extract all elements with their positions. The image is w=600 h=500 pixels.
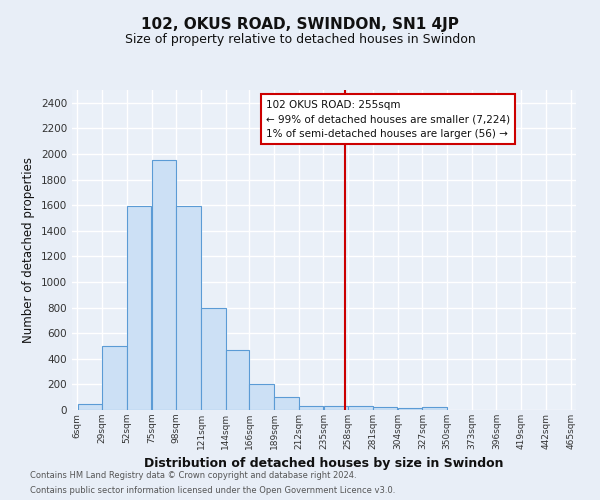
Bar — [77, 404, 102, 410]
Text: Size of property relative to detached houses in Swindon: Size of property relative to detached ho… — [125, 32, 475, 46]
Text: Contains public sector information licensed under the Open Government Licence v3: Contains public sector information licen… — [30, 486, 395, 495]
Bar — [250, 384, 274, 410]
Bar — [398, 408, 422, 410]
Text: Contains HM Land Registry data © Crown copyright and database right 2024.: Contains HM Land Registry data © Crown c… — [30, 471, 356, 480]
X-axis label: Distribution of detached houses by size in Swindon: Distribution of detached houses by size … — [144, 458, 504, 470]
Bar — [102, 346, 127, 410]
Text: 102 OKUS ROAD: 255sqm
← 99% of detached houses are smaller (7,224)
1% of semi-de: 102 OKUS ROAD: 255sqm ← 99% of detached … — [266, 100, 510, 139]
Bar — [422, 408, 447, 410]
Bar — [373, 408, 397, 410]
Bar — [349, 406, 373, 410]
Bar — [226, 350, 249, 410]
Text: 102, OKUS ROAD, SWINDON, SN1 4JP: 102, OKUS ROAD, SWINDON, SN1 4JP — [141, 18, 459, 32]
Bar — [152, 160, 176, 410]
Bar — [127, 206, 151, 410]
Bar — [299, 406, 323, 410]
Bar — [201, 308, 226, 410]
Bar — [323, 406, 348, 410]
Bar — [274, 397, 299, 410]
Bar — [176, 206, 201, 410]
Y-axis label: Number of detached properties: Number of detached properties — [22, 157, 35, 343]
